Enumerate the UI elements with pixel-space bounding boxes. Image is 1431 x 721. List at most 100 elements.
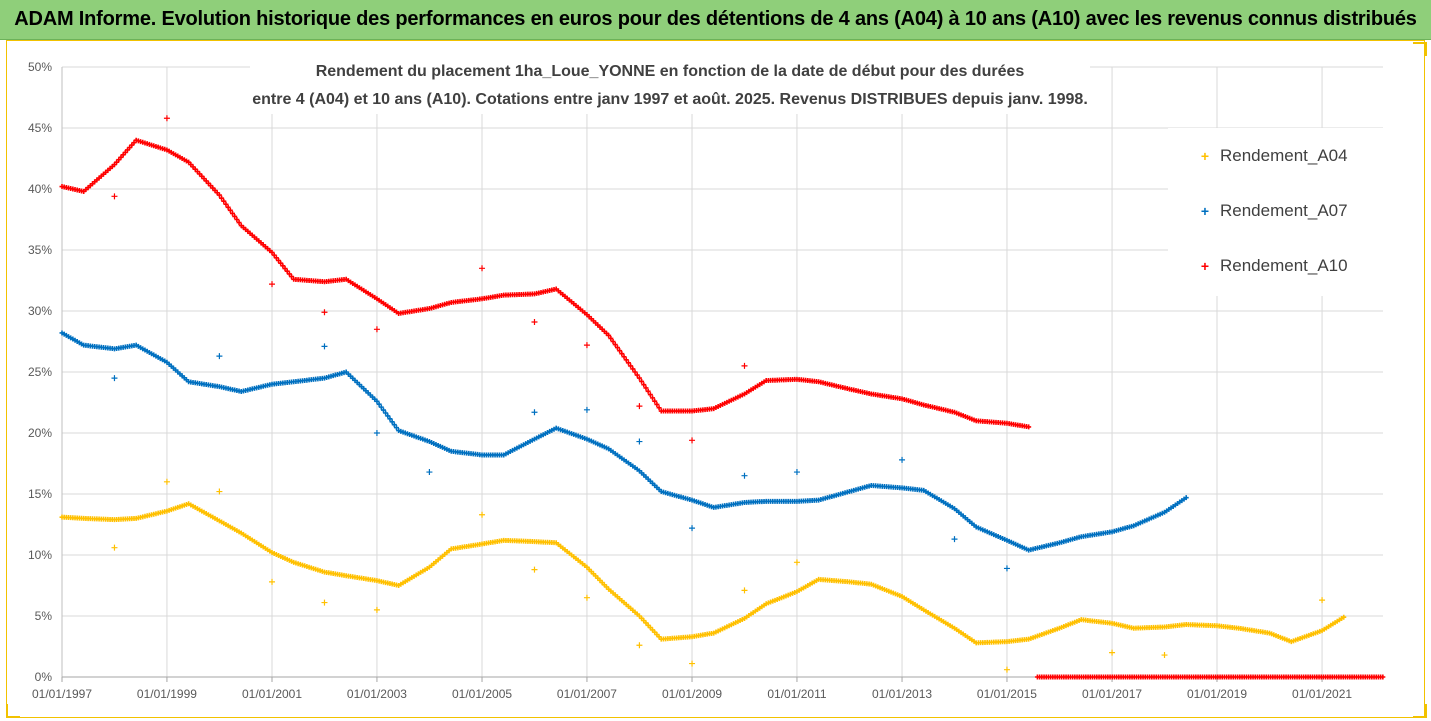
rendement-a07-point (216, 353, 223, 360)
rendement-a10-point (689, 437, 696, 444)
chart-title-line-2: entre 4 (A04) et 10 ans (A10). Cotations… (252, 91, 1088, 108)
rendement-a10-marker (278, 260, 284, 266)
chart-frame (6, 40, 1425, 718)
x-tick-label: 01/01/2009 (662, 687, 722, 701)
rendement-a10-marker (650, 395, 656, 401)
rendement-a07-marker (385, 413, 391, 419)
y-tick-label: 10% (28, 548, 52, 562)
rendement-a10-marker (623, 357, 629, 363)
rendement-a07-marker (380, 407, 386, 413)
rendement-a10-point (269, 281, 276, 288)
rendement-a04-point (373, 606, 380, 613)
rendement-a10-marker (276, 257, 282, 263)
rendement-a04-point (321, 599, 328, 606)
rendement-a04-point (269, 578, 276, 585)
legend-item-a04: + Rendement_A04 (1198, 144, 1348, 168)
x-tick-label: 01/01/2017 (1082, 687, 1142, 701)
rendement-a10-marker (269, 249, 275, 255)
banner-title: ADAM Informe. Evolution historique des p… (14, 8, 1417, 30)
rendement-a10-marker (232, 213, 238, 219)
legend-label-a10: Rendement_A10 (1220, 256, 1348, 275)
rendement-a10-zero-marker (1380, 674, 1386, 680)
rendement-a04-point (689, 660, 696, 667)
legend-marker-a04: + (1200, 148, 1210, 164)
rendement-a10-marker (614, 345, 620, 351)
rendement-a04-point (111, 544, 118, 551)
y-tick-label: 25% (28, 365, 52, 379)
rendement-a10-point (111, 193, 118, 200)
x-tick-label: 01/01/2015 (977, 687, 1037, 701)
rendement-a10-marker (219, 195, 225, 201)
rendement-a10-marker (273, 255, 279, 261)
rendement-a07-marker (374, 398, 380, 404)
x-tick-label: 01/01/2021 (1292, 687, 1352, 701)
rendement-a07-point (951, 536, 958, 543)
y-tick-label: 35% (28, 243, 52, 257)
rendement-a10-marker (606, 332, 612, 338)
rendement-a04-point (636, 642, 643, 649)
legend-item-a07: + Rendement_A07 (1198, 199, 1348, 223)
rendement-a07-point (111, 375, 118, 382)
rendement-a04-marker (1341, 614, 1347, 620)
y-tick-label: 15% (28, 487, 52, 501)
rendement-a10-marker (234, 217, 240, 222)
rendement-a07-marker (387, 416, 393, 422)
rendement-a04-point (479, 511, 486, 518)
rendement-a10-marker (608, 335, 614, 341)
rendement-a10-marker (621, 354, 627, 360)
y-tick-label: 30% (28, 304, 52, 318)
rendement-a04-point (1319, 597, 1326, 604)
rendement-a10-point (163, 115, 170, 122)
rendement-a04-point (741, 587, 748, 594)
rendement-a04-point (163, 478, 170, 485)
rendement-a07-point (636, 438, 643, 445)
legend-marker-a10: + (1200, 258, 1210, 274)
frame-corner-top-right (1413, 42, 1427, 56)
rendement-a07-marker (378, 404, 384, 410)
y-tick-label: 20% (28, 426, 52, 440)
legend-label-a07: Rendement_A07 (1220, 201, 1348, 220)
y-tick-label: 40% (28, 182, 52, 196)
rendement-a10-marker (619, 351, 625, 357)
rendement-a10-marker (630, 366, 636, 372)
chart-legend: + Rendement_A04 + Rendement_A07 + Rendem… (1168, 128, 1388, 296)
x-tick-label: 01/01/2013 (872, 687, 932, 701)
rendement-a10-marker (271, 252, 277, 258)
report-banner: ADAM Informe. Evolution historique des p… (0, 0, 1431, 40)
rendement-a10-marker (280, 263, 286, 269)
y-tick-label: 5% (35, 609, 53, 623)
rendement-a10-marker (654, 401, 660, 407)
rendement-a10-marker (289, 274, 295, 280)
rendement-a07-marker (376, 401, 382, 407)
chart-title: Rendement du placement 1ha_Loue_YONNE en… (250, 58, 1090, 114)
rendement-a10-marker (236, 220, 242, 226)
rendement-a10-marker (643, 385, 649, 391)
x-tick-label: 01/01/1999 (137, 687, 197, 701)
rendement-a10-marker (625, 360, 631, 366)
y-tick-label: 45% (28, 121, 52, 135)
y-tick-label: 0% (35, 670, 53, 684)
rendement-a10-marker (610, 339, 616, 344)
rendement-a04-point (1161, 652, 1168, 659)
rendement-a10-marker (612, 342, 618, 348)
rendement-a04-point (1109, 649, 1116, 656)
rendement-a10-point (479, 265, 486, 272)
rendement-a10-point (321, 309, 328, 316)
x-tick-label: 01/01/1997 (32, 687, 92, 701)
rendement-a07-point (583, 406, 590, 413)
rendement-a07-marker (393, 425, 399, 431)
rendement-a07-point (426, 469, 433, 476)
rendement-a07-marker (383, 410, 389, 416)
rendement-a04-point (793, 559, 800, 566)
x-tick-label: 01/01/2005 (452, 687, 512, 701)
rendement-a10-marker (286, 271, 292, 277)
y-tick-label: 50% (28, 60, 52, 74)
rendement-a10-point (636, 403, 643, 410)
rendement-a10-marker (634, 372, 640, 378)
rendement-a10-marker (1026, 424, 1032, 430)
rendement-a07-point (793, 469, 800, 476)
rendement-a10-marker (221, 198, 227, 204)
rendement-a07-point (531, 409, 538, 416)
x-tick-label: 01/01/2019 (1187, 687, 1247, 701)
legend-marker-a07: + (1200, 203, 1210, 219)
